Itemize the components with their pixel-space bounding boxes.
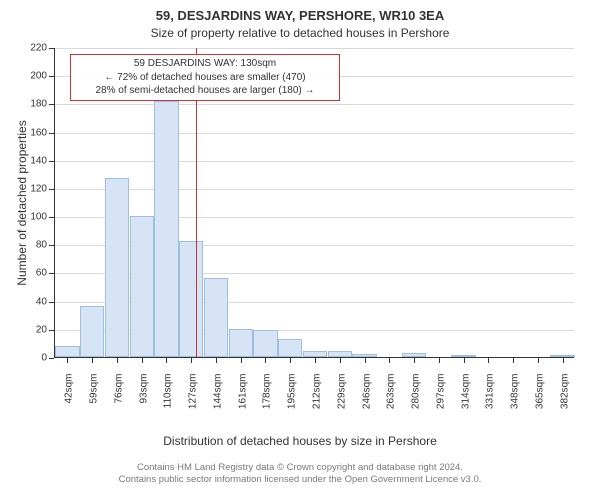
x-tick <box>439 358 440 363</box>
footer-line: Contains public sector information licen… <box>0 474 600 486</box>
y-tick <box>49 189 54 190</box>
y-tick <box>49 358 54 359</box>
histogram-bar <box>204 278 228 357</box>
x-tick <box>67 358 68 363</box>
y-tick-label: 0 <box>21 353 47 364</box>
y-tick <box>49 104 54 105</box>
x-tick-label: 59sqm <box>89 374 100 424</box>
gridline <box>55 48 574 49</box>
x-tick-label: 314sqm <box>460 374 471 424</box>
x-tick <box>92 358 93 363</box>
footer-line: Contains HM Land Registry data © Crown c… <box>0 462 600 474</box>
histogram-bar <box>550 355 574 357</box>
x-tick-label: 365sqm <box>534 374 545 424</box>
x-tick-label: 246sqm <box>361 374 372 424</box>
gridline <box>55 189 574 190</box>
x-tick <box>191 358 192 363</box>
y-tick-label: 80 <box>21 240 47 251</box>
y-tick <box>49 161 54 162</box>
gridline <box>55 133 574 134</box>
y-tick-label: 200 <box>21 71 47 82</box>
histogram-bar <box>328 351 352 357</box>
x-tick-label: 178sqm <box>262 374 273 424</box>
y-tick-label: 120 <box>21 183 47 194</box>
x-tick <box>365 358 366 363</box>
x-tick-label: 382sqm <box>559 374 570 424</box>
histogram-bar <box>55 346 79 357</box>
x-tick <box>538 358 539 363</box>
chart-subtitle: Size of property relative to detached ho… <box>0 26 600 40</box>
chart-container: 59, DESJARDINS WAY, PERSHORE, WR10 3EA S… <box>0 0 600 500</box>
y-tick-label: 100 <box>21 212 47 223</box>
x-tick-label: 144sqm <box>212 374 223 424</box>
x-tick <box>216 358 217 363</box>
histogram-bar <box>80 306 104 357</box>
x-tick-label: 229sqm <box>336 374 347 424</box>
y-tick <box>49 330 54 331</box>
histogram-bar <box>352 354 376 357</box>
x-tick <box>389 358 390 363</box>
annotation-line: 28% of semi-detached houses are larger (… <box>75 84 335 98</box>
y-tick <box>49 48 54 49</box>
y-tick-label: 160 <box>21 127 47 138</box>
y-tick <box>49 76 54 77</box>
annotation-box: 59 DESJARDINS WAY: 130sqm ← 72% of detac… <box>70 54 340 101</box>
y-tick <box>49 133 54 134</box>
x-tick <box>563 358 564 363</box>
x-tick <box>166 358 167 363</box>
gridline <box>55 104 574 105</box>
histogram-bar <box>229 329 253 357</box>
y-tick-label: 20 <box>21 324 47 335</box>
histogram-bar <box>303 351 327 357</box>
y-tick-label: 220 <box>21 43 47 54</box>
x-tick-label: 127sqm <box>188 374 199 424</box>
histogram-bar <box>105 178 129 357</box>
histogram-bar <box>179 241 203 357</box>
y-tick <box>49 302 54 303</box>
x-tick <box>241 358 242 363</box>
x-tick-label: 263sqm <box>386 374 397 424</box>
y-tick-label: 40 <box>21 296 47 307</box>
y-axis-label: Number of detached properties <box>15 48 29 358</box>
footer-text: Contains HM Land Registry data © Crown c… <box>0 462 600 487</box>
x-tick <box>488 358 489 363</box>
x-tick <box>265 358 266 363</box>
x-tick-label: 212sqm <box>312 374 323 424</box>
x-tick <box>315 358 316 363</box>
gridline <box>55 161 574 162</box>
x-tick-label: 297sqm <box>435 374 446 424</box>
y-tick-label: 140 <box>21 155 47 166</box>
y-tick <box>49 273 54 274</box>
x-tick-label: 93sqm <box>138 374 149 424</box>
annotation-line: 59 DESJARDINS WAY: 130sqm <box>75 57 335 71</box>
x-tick <box>513 358 514 363</box>
chart-title: 59, DESJARDINS WAY, PERSHORE, WR10 3EA <box>0 8 600 23</box>
x-tick <box>340 358 341 363</box>
histogram-bar <box>402 353 426 357</box>
histogram-bar <box>451 355 475 357</box>
x-tick <box>290 358 291 363</box>
x-tick-label: 348sqm <box>510 374 521 424</box>
x-tick-label: 331sqm <box>485 374 496 424</box>
y-tick-label: 60 <box>21 268 47 279</box>
histogram-bar <box>278 339 302 357</box>
annotation-line: ← 72% of detached houses are smaller (47… <box>75 71 335 85</box>
y-tick <box>49 245 54 246</box>
histogram-bar <box>253 330 277 357</box>
y-tick <box>49 217 54 218</box>
histogram-bar <box>130 216 154 357</box>
x-axis-label: Distribution of detached houses by size … <box>0 434 600 448</box>
x-tick <box>414 358 415 363</box>
x-tick-label: 161sqm <box>237 374 248 424</box>
x-tick-label: 110sqm <box>163 374 174 424</box>
x-tick-label: 42sqm <box>64 374 75 424</box>
histogram-bar <box>154 101 178 357</box>
x-tick <box>464 358 465 363</box>
x-tick-label: 280sqm <box>411 374 422 424</box>
x-tick-label: 76sqm <box>113 374 124 424</box>
y-tick-label: 180 <box>21 99 47 110</box>
x-tick-label: 195sqm <box>287 374 298 424</box>
x-tick <box>142 358 143 363</box>
x-tick <box>117 358 118 363</box>
